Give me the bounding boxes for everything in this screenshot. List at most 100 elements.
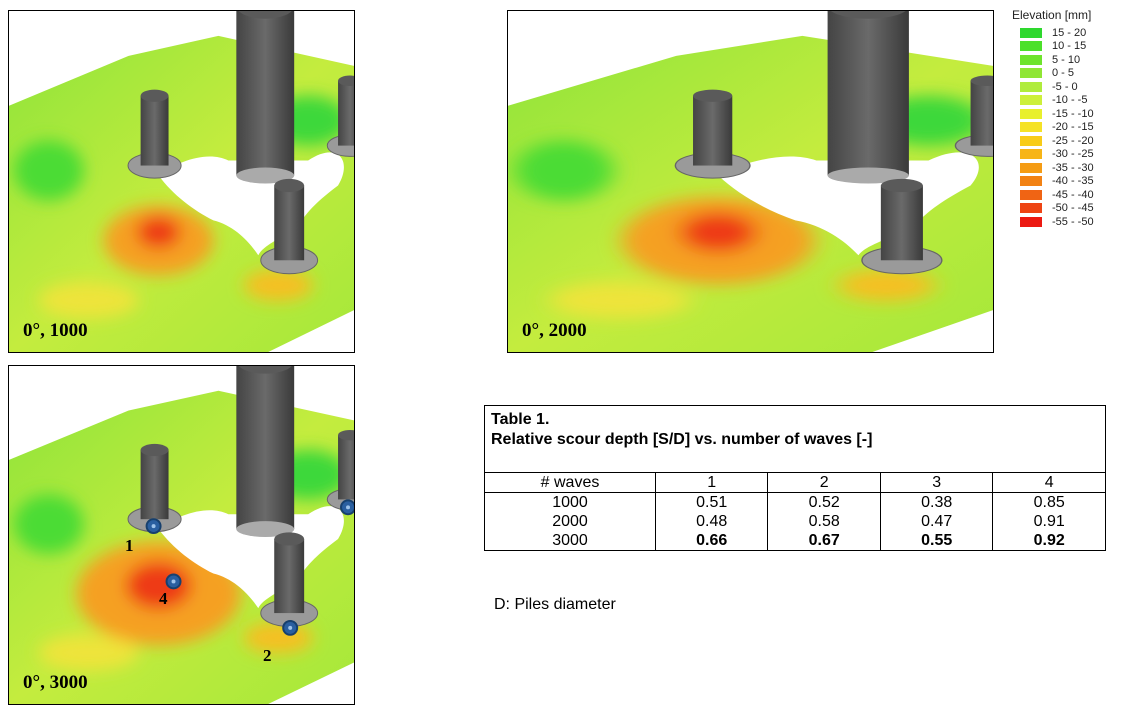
legend-label: -45 - -40 [1052, 188, 1094, 201]
scour-zone [13, 95, 349, 319]
pile [827, 11, 909, 176]
scour-orange [243, 621, 314, 654]
pile-top [238, 11, 292, 19]
measurement-point-dot [151, 524, 156, 529]
legend-label: 15 - 20 [1052, 26, 1087, 39]
legend-label: 5 - 10 [1052, 53, 1081, 66]
legend-swatch [1020, 68, 1042, 79]
table-cell: 0.48 [654, 512, 769, 531]
legend-swatch [1020, 176, 1042, 187]
panel-label: 0°, 2000 [522, 320, 587, 341]
legend-label: -10 - -5 [1052, 94, 1088, 107]
scour-red [125, 561, 192, 610]
scour-yellow [38, 634, 139, 671]
pile-top [830, 11, 906, 19]
legend-swatch [1020, 122, 1042, 133]
legend-swatch [1020, 95, 1042, 106]
legend-label: 0 - 5 [1052, 67, 1075, 80]
legend-label: -20 - -15 [1052, 121, 1094, 134]
legend-swatch [1020, 135, 1042, 146]
scour-panel: 0°, 30001234 [8, 365, 355, 705]
scour-red [679, 212, 757, 253]
table-header-row: # waves 1 2 3 4 [484, 472, 1106, 493]
table-subtitle: Relative scour depth [S/D] vs. number of… [491, 431, 873, 448]
legend-item: -25 - -20 [1020, 134, 1094, 148]
measurement-point-dot [346, 505, 351, 510]
legend-label: -55 - -50 [1052, 215, 1094, 228]
scour-scene [508, 11, 993, 352]
pile [236, 366, 295, 530]
legend-item: -10 - -5 [1020, 94, 1094, 108]
scour-hole [158, 506, 344, 609]
scour-panel: 0°, 1000 [8, 10, 355, 353]
legend-label: -5 - 0 [1052, 80, 1078, 93]
table-cell: 0.47 [879, 512, 994, 531]
seabed-green [515, 140, 614, 201]
legend-item: -15 - -10 [1020, 107, 1094, 121]
marker-label: 4 [159, 589, 168, 608]
legend-swatch [1020, 189, 1042, 200]
legend-swatch [1020, 27, 1042, 38]
pile [880, 185, 923, 261]
table-cell: 1000 [484, 492, 656, 512]
scour-hole [158, 152, 344, 256]
table-row: 1000 0.51 0.52 0.38 0.85 [484, 492, 1106, 512]
table-title: Table 1. [491, 411, 550, 428]
legend-label: -40 - -35 [1052, 175, 1094, 188]
legend-item: -35 - -30 [1020, 161, 1094, 175]
table-cell: 0.55 [879, 531, 994, 551]
header-cell: 3 [879, 472, 994, 493]
legend-title: Elevation [mm] [1012, 8, 1092, 22]
pile-top [274, 178, 305, 193]
scour-scene [9, 366, 354, 704]
table-caption: Table 1. Relative scour depth [S/D] vs. … [484, 405, 1106, 473]
legend-swatch [1020, 149, 1042, 160]
legend-swatch [1020, 108, 1042, 119]
legend-swatch [1020, 41, 1042, 52]
scour-hole [718, 152, 979, 256]
header-cell: 4 [992, 472, 1106, 493]
table: Table 1. Relative scour depth [S/D] vs. … [484, 405, 1106, 551]
pile-top [338, 75, 354, 87]
pile [338, 80, 354, 146]
legend-item: -5 - 0 [1020, 80, 1094, 94]
legend-swatch [1020, 203, 1042, 214]
scour-yellow [550, 282, 691, 319]
pile [236, 11, 295, 176]
pile-top [274, 532, 305, 546]
table-cell: 0.67 [767, 531, 881, 551]
legend-label: -25 - -20 [1052, 134, 1094, 147]
scour-zone [515, 95, 985, 319]
legend-item: -50 - -45 [1020, 202, 1094, 216]
pile-top [693, 89, 733, 102]
measurement-point-dot [171, 579, 176, 584]
table-cell: 0.66 [654, 531, 769, 551]
legend-item: 0 - 5 [1020, 67, 1094, 81]
pile [274, 538, 305, 614]
panel-label: 0°, 1000 [23, 320, 88, 341]
panel-label: 0°, 3000 [23, 672, 88, 693]
legend-swatch [1020, 162, 1042, 173]
scour-orange [243, 269, 314, 302]
pile-bottom [827, 167, 909, 184]
table-cell: 0.58 [767, 512, 881, 531]
pile-top [238, 366, 292, 374]
pile-top [970, 75, 993, 87]
scour-panel: 0°, 2000 [507, 10, 994, 353]
legend-item: -30 - -25 [1020, 148, 1094, 162]
scour-yellow [38, 282, 139, 319]
table-cell: 0.91 [992, 512, 1106, 531]
legend-label: -30 - -25 [1052, 148, 1094, 161]
legend-item: -40 - -35 [1020, 175, 1094, 189]
table-row: 3000 0.66 0.67 0.55 0.92 [484, 531, 1106, 551]
legend-item: 5 - 10 [1020, 53, 1094, 67]
seabed-green [13, 494, 84, 554]
legend-item: -45 - -40 [1020, 188, 1094, 202]
table-cell: 0.52 [767, 492, 881, 512]
table-cell: 0.85 [992, 492, 1106, 512]
note: D: Piles diameter [494, 596, 616, 613]
pile-top [338, 429, 354, 441]
pile [274, 185, 305, 261]
legend-label: -35 - -30 [1052, 161, 1094, 174]
